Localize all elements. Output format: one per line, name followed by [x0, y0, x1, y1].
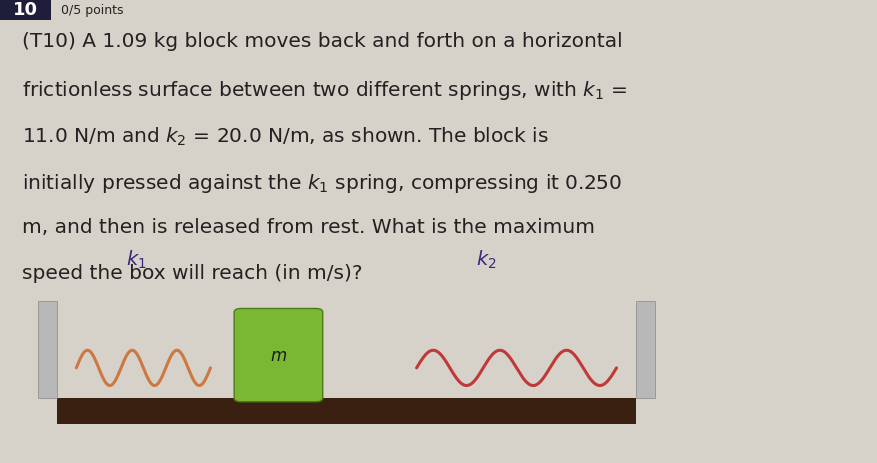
Text: speed the box will reach (in m/s)?: speed the box will reach (in m/s)? [22, 264, 362, 283]
FancyBboxPatch shape [234, 309, 323, 402]
Text: (T10) A 1.09 kg block moves back and forth on a horizontal: (T10) A 1.09 kg block moves back and for… [22, 32, 623, 51]
Text: $k_1$: $k_1$ [125, 248, 146, 270]
Bar [38, 301, 57, 398]
Bar [636, 301, 655, 398]
Text: m, and then is released from rest. What is the maximum: m, and then is released from rest. What … [22, 218, 595, 237]
Text: frictionless surface between two different springs, with $k_1$ =: frictionless surface between two differe… [22, 79, 627, 102]
Text: initially pressed against the $k_1$ spring, compressing it 0.250: initially pressed against the $k_1$ spri… [22, 171, 622, 194]
Text: $m$: $m$ [270, 347, 287, 364]
Bar [57, 398, 636, 424]
Bar [0, 0, 51, 21]
Text: 0/5 points: 0/5 points [61, 4, 124, 17]
Text: $k_2$: $k_2$ [476, 248, 497, 270]
Text: 10: 10 [13, 1, 38, 19]
Text: 11.0 N/m and $k_2$ = 20.0 N/m, as shown. The block is: 11.0 N/m and $k_2$ = 20.0 N/m, as shown.… [22, 125, 549, 147]
